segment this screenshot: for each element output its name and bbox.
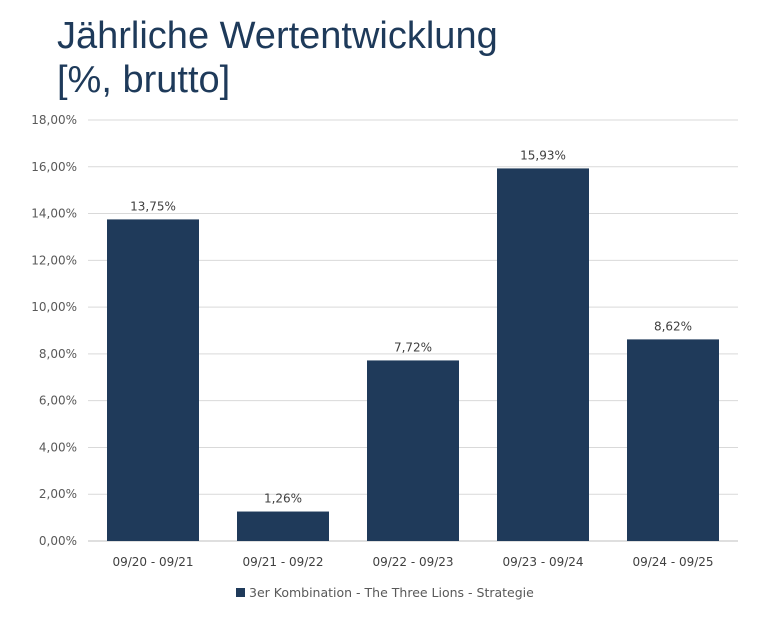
data-label: 15,93% xyxy=(520,148,566,162)
chart-title: Jährliche Wertentwicklung [%, brutto] xyxy=(57,14,498,102)
x-tick-label: 09/20 - 09/21 xyxy=(112,555,193,569)
data-label: 1,26% xyxy=(264,492,302,506)
bar xyxy=(627,339,719,541)
x-tick-label: 09/22 - 09/23 xyxy=(372,555,453,569)
legend-swatch xyxy=(236,588,245,597)
y-tick-label: 4,00% xyxy=(39,440,77,454)
y-tick-label: 6,00% xyxy=(39,394,77,408)
bar xyxy=(237,511,329,541)
y-tick-label: 8,00% xyxy=(39,347,77,361)
data-label: 13,75% xyxy=(130,199,176,213)
chart-subtitle: [%, brutto] xyxy=(57,59,231,101)
bar xyxy=(107,219,199,541)
y-tick-label: 16,00% xyxy=(31,160,77,174)
chart-title-line1: Jährliche Wertentwicklung xyxy=(57,15,498,57)
y-tick-label: 14,00% xyxy=(31,207,77,221)
y-tick-label: 12,00% xyxy=(31,253,77,267)
x-tick-label: 09/23 - 09/24 xyxy=(502,555,583,569)
y-tick-label: 10,00% xyxy=(31,300,77,314)
x-tick-label: 09/24 - 09/25 xyxy=(632,555,713,569)
data-label: 8,62% xyxy=(654,319,692,333)
bar xyxy=(497,168,589,542)
bar xyxy=(367,360,459,541)
x-tick-label: 09/21 - 09/22 xyxy=(242,555,323,569)
legend-label: 3er Kombination - The Three Lions - Stra… xyxy=(249,585,534,600)
y-tick-label: 18,00% xyxy=(31,113,77,127)
y-tick-label: 0,00% xyxy=(39,534,77,548)
data-label: 7,72% xyxy=(394,340,432,354)
y-tick-label: 2,00% xyxy=(39,487,77,501)
